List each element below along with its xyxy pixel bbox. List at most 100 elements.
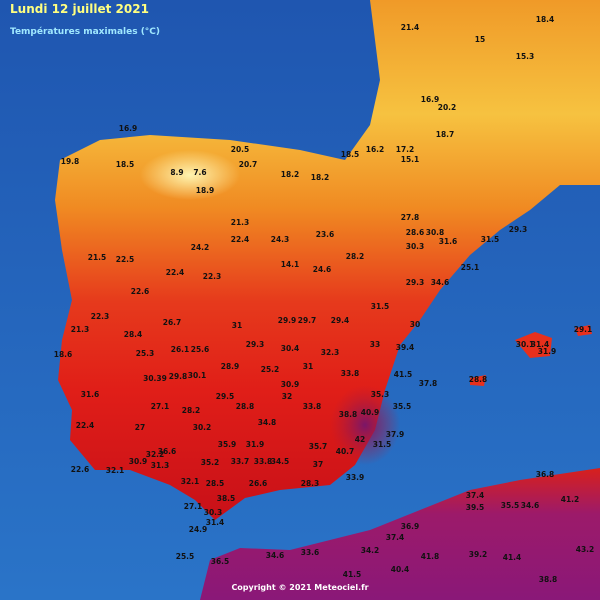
station-temp: 31.5 xyxy=(371,302,390,311)
station-temp: 41.2 xyxy=(561,495,580,504)
station-temp: 20.2 xyxy=(438,103,457,112)
station-temp: 27.8 xyxy=(401,213,420,222)
station-temp: 31 xyxy=(303,362,313,371)
station-temp: 37.4 xyxy=(386,533,405,542)
station-temp: 25.5 xyxy=(176,552,195,561)
station-temp: 37.9 xyxy=(386,430,405,439)
station-temp: 30.3 xyxy=(204,508,223,517)
cool-zone xyxy=(140,150,240,200)
station-temp: 31.6 xyxy=(439,237,458,246)
station-temp: 31.9 xyxy=(246,440,265,449)
station-temp: 7.6 xyxy=(193,168,206,177)
station-temp: 30.8 xyxy=(426,228,445,237)
station-temp: 40.4 xyxy=(391,565,410,574)
station-temp: 15 xyxy=(475,35,485,44)
station-temp: 42 xyxy=(355,435,365,444)
station-temp: 21.3 xyxy=(231,218,250,227)
station-temp: 18.5 xyxy=(341,150,360,159)
title: Lundi 12 juillet 2021 xyxy=(10,2,149,16)
station-temp: 27.1 xyxy=(184,502,203,511)
station-temp: 16.2 xyxy=(366,145,385,154)
island xyxy=(470,325,592,386)
station-temp: 33 xyxy=(370,340,380,349)
station-temp: 29.5 xyxy=(216,392,235,401)
station-temp: 36.9 xyxy=(401,522,420,531)
station-temp: 18.2 xyxy=(281,170,300,179)
station-temp: 16.9 xyxy=(421,95,440,104)
station-temp: 14.1 xyxy=(281,260,300,269)
station-temp: 34.8 xyxy=(258,418,277,427)
station-temp: 28.8 xyxy=(469,375,488,384)
station-temp: 29.8 xyxy=(169,372,188,381)
station-temp: 35.7 xyxy=(309,442,328,451)
station-temp: 25.1 xyxy=(461,263,480,272)
station-temp: 32.2 xyxy=(146,450,165,459)
station-temp: 30.3 xyxy=(406,242,425,251)
station-temp: 35.2 xyxy=(201,458,220,467)
station-temp: 31.4 xyxy=(531,340,550,349)
station-temp: 35.5 xyxy=(501,501,520,510)
station-temp: 30.1 xyxy=(188,371,207,380)
station-temp: 21.3 xyxy=(71,325,90,334)
station-temp: 35.9 xyxy=(218,440,237,449)
africa xyxy=(200,468,600,600)
station-temp: 22.4 xyxy=(231,235,250,244)
station-temp: 30.1 xyxy=(516,340,535,349)
station-temp: 32 xyxy=(282,392,292,401)
station-temp: 35.5 xyxy=(393,402,412,411)
station-temp: 30.9 xyxy=(281,380,300,389)
station-temp: 28.6 xyxy=(406,228,425,237)
station-temp: 33.9 xyxy=(346,473,365,482)
station-temp: 36.5 xyxy=(211,557,230,566)
station-temp: 21.5 xyxy=(88,253,107,262)
station-temp: 26.6 xyxy=(249,479,268,488)
station-temp: 28.2 xyxy=(346,252,365,261)
station-temp: 18.4 xyxy=(536,15,555,24)
station-temp: 26.7 xyxy=(163,318,182,327)
station-temp: 30.39 xyxy=(143,374,167,383)
station-temp: 29.3 xyxy=(406,278,425,287)
station-temp: 33.6 xyxy=(301,548,320,557)
station-temp: 29.3 xyxy=(246,340,265,349)
station-temp: 22.6 xyxy=(71,465,90,474)
station-temp: 20.5 xyxy=(231,145,250,154)
station-temp: 41.5 xyxy=(394,370,413,379)
station-temp: 22.4 xyxy=(166,268,185,277)
station-temp: 38.5 xyxy=(217,494,236,503)
station-temp: 41.5 xyxy=(343,570,362,579)
station-temp: 28.5 xyxy=(206,479,225,488)
station-temp: 17.2 xyxy=(396,145,415,154)
station-temp: 36.8 xyxy=(536,470,555,479)
station-temp: 24.9 xyxy=(189,525,208,534)
station-temp: 33.7 xyxy=(231,457,250,466)
station-temp: 41.8 xyxy=(421,552,440,561)
station-temp: 22.3 xyxy=(203,272,222,281)
station-temp: 37.4 xyxy=(466,491,485,500)
station-temp: 30.4 xyxy=(281,344,300,353)
station-temp: 33.8 xyxy=(303,402,322,411)
station-temp: 19.8 xyxy=(61,157,80,166)
station-temp: 20.7 xyxy=(239,160,258,169)
station-temp: 37 xyxy=(313,460,323,469)
station-temp: 38.8 xyxy=(339,410,358,419)
hot-zone xyxy=(330,385,400,465)
station-temp: 38.8 xyxy=(539,575,558,584)
station-temp: 18.6 xyxy=(54,350,73,359)
station-temp: 18.9 xyxy=(196,186,215,195)
station-temp: 39.5 xyxy=(466,503,485,512)
station-temp: 37.8 xyxy=(419,379,438,388)
station-temp: 39.4 xyxy=(396,343,415,352)
subtitle: Températures maximales (°C) xyxy=(10,26,160,37)
station-temp: 28.9 xyxy=(221,362,240,371)
station-temp: 31.5 xyxy=(373,440,392,449)
station-temp: 18.2 xyxy=(311,173,330,182)
station-temp: 26.1 xyxy=(171,345,190,354)
station-temp: 27 xyxy=(135,423,145,432)
station-temp: 28.3 xyxy=(301,479,320,488)
station-temp: 22.4 xyxy=(76,421,95,430)
station-temp: 29.7 xyxy=(298,316,317,325)
station-temp: 31.5 xyxy=(481,235,500,244)
station-temp: 8.9 xyxy=(170,168,183,177)
